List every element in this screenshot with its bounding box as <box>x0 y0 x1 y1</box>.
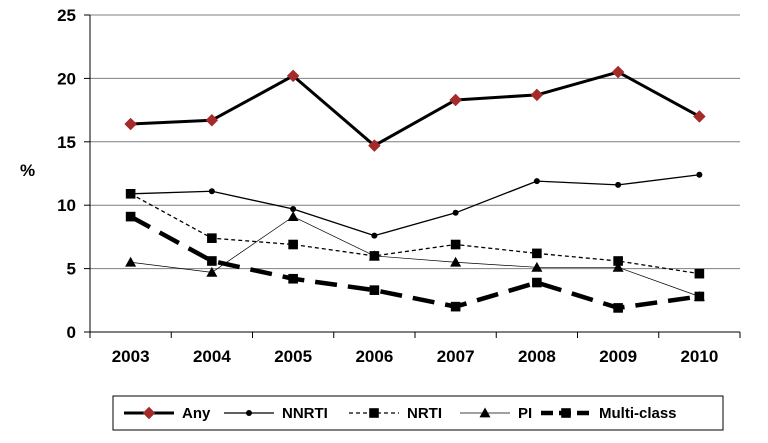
data-point <box>207 233 217 243</box>
y-tick-label: 0 <box>67 323 76 342</box>
data-point <box>530 88 544 102</box>
y-tick-label: 20 <box>57 69 76 88</box>
data-point <box>286 69 300 83</box>
gridlines <box>90 14 740 270</box>
legend-item: NNRTI <box>224 405 328 422</box>
data-point <box>287 211 299 222</box>
y-tick-label: 10 <box>57 196 76 215</box>
data-point <box>125 211 136 222</box>
legend-item: Multi-class <box>541 405 677 422</box>
data-point <box>127 190 134 197</box>
y-tick-label: 5 <box>67 260 76 279</box>
data-point <box>290 206 297 213</box>
legend: Any NNRTI NRTI PI Multi-class <box>112 395 724 431</box>
legend-item: PI <box>460 405 532 422</box>
data-point <box>207 256 217 266</box>
data-point <box>206 266 218 277</box>
y-tick-label: 25 <box>57 6 76 25</box>
data-point <box>613 256 623 266</box>
x-tick-label: 2008 <box>518 347 556 366</box>
data-point <box>696 171 703 178</box>
data-point <box>288 239 298 250</box>
data-point <box>615 181 622 188</box>
legend-item: NRTI <box>349 405 442 422</box>
data-point <box>611 65 625 79</box>
data-point <box>532 248 542 259</box>
data-point <box>125 256 137 267</box>
data-point <box>613 303 623 313</box>
data-point <box>369 251 380 261</box>
legend-label: Multi-class <box>599 405 677 422</box>
y-tick-label: 15 <box>57 133 76 152</box>
series-line <box>129 214 700 311</box>
data-point <box>531 261 543 272</box>
data-point <box>124 117 137 131</box>
legend-item: Any <box>124 405 211 422</box>
data-point <box>369 285 380 295</box>
series-nnrti <box>127 171 703 239</box>
data-point <box>450 239 461 250</box>
data-point <box>449 93 462 107</box>
legend-box <box>112 395 724 431</box>
data-point <box>450 256 462 267</box>
legend-marker <box>142 406 156 420</box>
series-multi-class <box>125 211 705 313</box>
series-lines <box>124 65 706 313</box>
data-point <box>694 268 705 279</box>
axes <box>84 14 741 338</box>
data-point <box>371 232 378 239</box>
data-point <box>532 277 542 288</box>
x-tick-label: 2009 <box>599 347 637 366</box>
x-tick-label: 2005 <box>274 347 312 366</box>
data-point <box>205 113 219 127</box>
data-point <box>693 110 706 123</box>
legend-marker <box>369 408 379 418</box>
data-point <box>694 291 705 302</box>
legend-marker <box>479 407 491 418</box>
data-point <box>288 273 298 284</box>
legend-label: PI <box>518 405 532 422</box>
data-point <box>208 188 215 195</box>
series-line <box>130 70 701 148</box>
data-point <box>452 209 459 216</box>
y-axis-label: % <box>20 161 35 180</box>
data-point <box>368 139 381 152</box>
legend-label: NNRTI <box>282 405 328 422</box>
data-point <box>450 301 461 312</box>
x-tick-label: 2003 <box>112 347 150 366</box>
legend-label: NRTI <box>407 405 442 422</box>
y-tick-labels: 0 5 10 15 20 25 <box>57 6 76 342</box>
legend-label: Any <box>182 405 211 422</box>
legend-marker <box>246 410 252 416</box>
data-point <box>533 178 540 185</box>
x-tick-label: 2010 <box>680 347 718 366</box>
legend-marker <box>561 408 571 418</box>
x-tick-label: 2007 <box>437 347 475 366</box>
series-line <box>130 193 700 275</box>
data-point <box>612 261 624 272</box>
series-any <box>124 65 706 152</box>
series-line <box>130 174 700 237</box>
x-tick-labels: 2003 2004 2005 2006 2007 2008 2009 2010 <box>112 347 719 366</box>
x-tick-label: 2006 <box>355 347 393 366</box>
x-tick-label: 2004 <box>193 347 231 366</box>
